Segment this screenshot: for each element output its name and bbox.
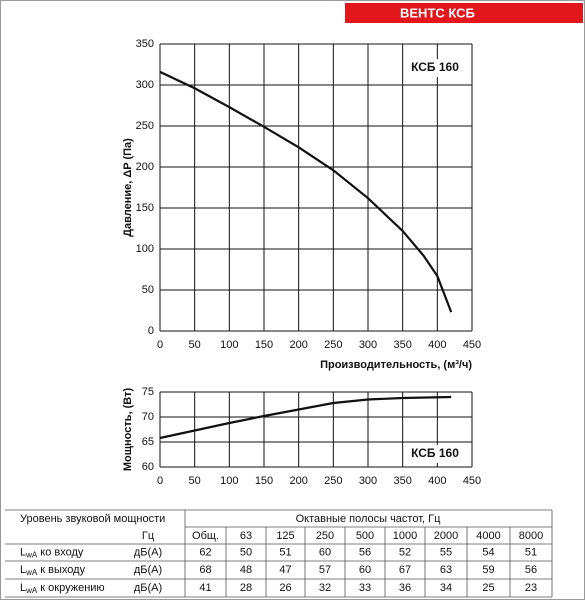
- row-unit: дБ(А): [134, 564, 162, 576]
- column-header: 8000: [519, 530, 543, 542]
- cell-value: 54: [482, 546, 494, 558]
- y-tick-label: 150: [136, 202, 154, 214]
- annotation-box: [405, 445, 465, 463]
- column-header: Общ.: [192, 530, 219, 542]
- y-tick-label: 200: [136, 161, 154, 173]
- x-tick-label: 200: [289, 339, 307, 351]
- y-tick-label: 100: [136, 243, 154, 255]
- y-tick-label: 300: [136, 79, 154, 91]
- cell-value: 36: [399, 582, 411, 594]
- column-header: 63: [240, 530, 252, 542]
- column-header: 1000: [393, 530, 417, 542]
- cell-value: 55: [440, 546, 452, 558]
- x-tick-label: 350: [393, 339, 411, 351]
- cell-value: 60: [319, 546, 331, 558]
- cell-value: 28: [240, 582, 252, 594]
- cell-value: 51: [279, 546, 291, 558]
- x-tick-label: 100: [220, 339, 238, 351]
- row-text: к выходу: [37, 564, 85, 576]
- y-tick-label: 350: [136, 38, 154, 50]
- cell-value: 50: [240, 546, 252, 558]
- cell-value: 25: [482, 582, 494, 594]
- row-text: ко входу: [37, 546, 84, 558]
- x-tick-label: 450: [463, 339, 481, 351]
- x-tick-label: 250: [324, 339, 342, 351]
- x-tick-label: 50: [189, 339, 201, 351]
- cell-value: 34: [440, 582, 452, 594]
- table-title: Уровень звуковой мощности: [20, 513, 165, 525]
- brand-banner: [345, 3, 583, 23]
- cell-value: 41: [199, 582, 211, 594]
- y-tick-label: 75: [142, 386, 154, 398]
- y-axis-label: Давление, ΔP (Па): [122, 138, 134, 237]
- annotation: КСБ 160: [411, 446, 459, 460]
- brand: ВЕНТС КСБ: [400, 5, 475, 20]
- cell-value: 60: [359, 564, 371, 576]
- cell-value: 67: [399, 564, 411, 576]
- x-tick-label: 0: [157, 475, 163, 487]
- cell-value: 59: [482, 564, 494, 576]
- cell-value: 52: [399, 546, 411, 558]
- column-header: 2000: [434, 530, 458, 542]
- cell-value: 48: [240, 564, 252, 576]
- annotation: КСБ 160: [411, 60, 459, 74]
- x-tick-label: 100: [220, 475, 238, 487]
- x-tick-label: 300: [359, 339, 377, 351]
- column-header: 4000: [476, 530, 500, 542]
- x-tick-label: 150: [255, 475, 273, 487]
- column-header: 125: [276, 530, 294, 542]
- cell-value: 33: [359, 582, 371, 594]
- y-tick-label: 50: [142, 284, 154, 296]
- column-header: Гц: [142, 530, 155, 542]
- row-symbol: L: [20, 546, 26, 558]
- row-label: LwA к выходу: [20, 564, 86, 577]
- x-tick-label: 250: [324, 475, 342, 487]
- cell-value: 32: [319, 582, 331, 594]
- x-tick-label: 350: [393, 475, 411, 487]
- cell-value: 56: [359, 546, 371, 558]
- row-label: LwA к окружению: [20, 582, 105, 595]
- y-axis-label: Мощность, (Вт): [122, 388, 134, 472]
- x-tick-label: 150: [255, 339, 273, 351]
- x-tick-label: 200: [289, 475, 307, 487]
- x-tick-label: 400: [428, 339, 446, 351]
- row-unit: дБ(А): [134, 546, 162, 558]
- column-header: 500: [356, 530, 374, 542]
- cell-value: 63: [440, 564, 452, 576]
- cell-value: 62: [199, 546, 211, 558]
- row-unit: дБ(А): [134, 582, 162, 594]
- x-axis-label: Производительность, (м³/ч): [320, 359, 472, 371]
- curve: [159, 70, 453, 313]
- row-subscript: wA: [25, 586, 38, 595]
- cell-value: 57: [319, 564, 331, 576]
- row-symbol: L: [20, 564, 26, 576]
- cell-value: 23: [525, 582, 537, 594]
- x-tick-label: 0: [157, 339, 163, 351]
- x-tick-label: 300: [359, 475, 377, 487]
- y-tick-label: 60: [142, 461, 154, 473]
- cell-value: 26: [279, 582, 291, 594]
- row-label: LwA ко входу: [20, 546, 84, 559]
- row-subscript: wA: [25, 568, 38, 577]
- x-tick-label: 450: [463, 475, 481, 487]
- column-header: 250: [316, 530, 334, 542]
- curve: [159, 395, 452, 440]
- table-bands-title: Октавные полосы частот, Гц: [296, 513, 442, 525]
- y-tick-label: 0: [148, 325, 154, 337]
- row-symbol: L: [20, 582, 26, 594]
- row-text: к окружению: [37, 582, 104, 594]
- y-tick-label: 70: [142, 411, 154, 423]
- x-tick-label: 50: [189, 475, 201, 487]
- x-tick-label: 400: [428, 475, 446, 487]
- cell-value: 68: [199, 564, 211, 576]
- cell-value: 47: [279, 564, 291, 576]
- y-tick-label: 250: [136, 120, 154, 132]
- row-subscript: wA: [25, 551, 38, 560]
- y-tick-label: 65: [142, 436, 154, 448]
- cell-value: 56: [525, 564, 537, 576]
- annotation-box: [405, 59, 465, 77]
- cell-value: 51: [525, 546, 537, 558]
